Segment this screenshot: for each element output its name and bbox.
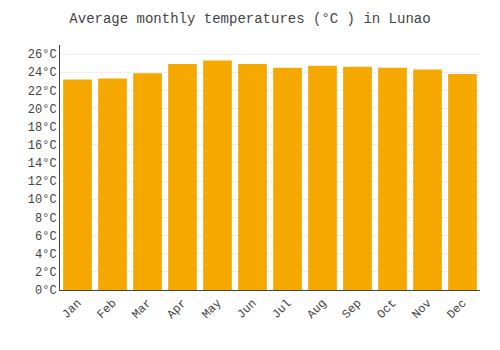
svg-text:Jan: Jan	[59, 297, 84, 322]
svg-text:4°C: 4°C	[35, 248, 57, 262]
svg-text:16°C: 16°C	[28, 139, 57, 153]
svg-text:26°C: 26°C	[28, 48, 57, 62]
svg-text:Sep: Sep	[339, 297, 364, 322]
svg-text:0°C: 0°C	[35, 284, 57, 298]
svg-text:24°C: 24°C	[28, 66, 57, 80]
svg-text:Oct: Oct	[374, 297, 399, 322]
svg-text:18°C: 18°C	[28, 121, 57, 135]
svg-text:Jun: Jun	[234, 297, 259, 322]
svg-text:Aug: Aug	[304, 297, 329, 322]
svg-text:8°C: 8°C	[35, 212, 57, 226]
svg-text:May: May	[199, 297, 224, 322]
svg-text:22°C: 22°C	[28, 85, 57, 99]
svg-text:6°C: 6°C	[35, 230, 57, 244]
svg-text:2°C: 2°C	[35, 266, 57, 280]
svg-text:10°C: 10°C	[28, 193, 57, 207]
svg-text:Mar: Mar	[129, 297, 154, 322]
svg-text:Dec: Dec	[444, 297, 469, 322]
svg-text:Feb: Feb	[94, 297, 119, 322]
svg-text:20°C: 20°C	[28, 103, 57, 117]
svg-text:Nov: Nov	[409, 297, 434, 322]
svg-text:Apr: Apr	[164, 297, 189, 322]
svg-text:Average monthly temperatures (: Average monthly temperatures (°C ) in Lu…	[69, 11, 430, 27]
svg-text:14°C: 14°C	[28, 157, 57, 171]
svg-text:12°C: 12°C	[28, 175, 57, 189]
svg-text:Jul: Jul	[269, 297, 294, 322]
